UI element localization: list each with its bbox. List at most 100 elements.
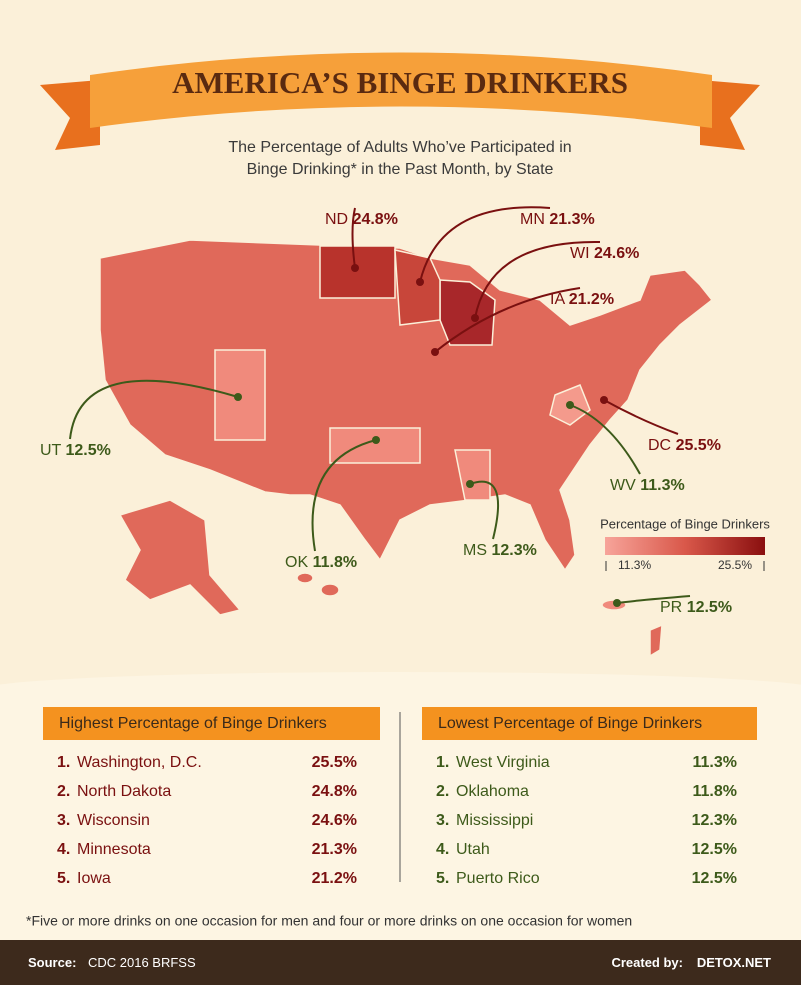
callout-label: WI 24.6%: [570, 245, 639, 262]
value: 21.2%: [569, 291, 614, 308]
state: UT: [40, 442, 62, 459]
contiguous-us: [99, 239, 714, 572]
value: 12.3%: [491, 542, 536, 559]
value: 24.6%: [311, 812, 357, 829]
alaska: [118, 499, 242, 616]
rank: 2.: [436, 783, 450, 800]
name: Wisconsin: [77, 812, 150, 829]
callout-line: [419, 206, 551, 283]
map: [99, 239, 714, 658]
title: AMERICA’S BINGE DRINKERS: [172, 65, 628, 100]
legend-max: 25.5%: [718, 558, 752, 572]
rank: 3.: [436, 812, 450, 829]
callout-dot: [566, 401, 574, 409]
state: DC: [648, 437, 671, 454]
name: Mississippi: [456, 812, 534, 829]
rank: 5.: [436, 870, 450, 887]
callout-dot: [466, 480, 474, 488]
value: 12.5%: [66, 442, 111, 459]
value: 25.5%: [311, 754, 357, 771]
callout-line: [434, 287, 581, 353]
callout-dot: [471, 314, 479, 322]
legend-min: 11.3%: [618, 558, 651, 572]
callout-label: ND 24.8%: [325, 211, 398, 228]
state: WI: [570, 245, 590, 262]
callouts: ND 24.8% MN 21.3% WI 24.6% IA 21.2% UT 12.5%…: [40, 206, 732, 616]
rank: 1.: [436, 754, 450, 771]
rank: 4.: [436, 841, 450, 858]
credit-label: Created by:: [611, 955, 683, 970]
table-header: Highest Percentage of Binge Drinkers: [43, 707, 380, 740]
value: 11.3%: [692, 754, 737, 771]
value: 24.6%: [594, 245, 639, 262]
source: CDC 2016 BRFSS: [88, 955, 196, 970]
value: 21.2%: [311, 870, 357, 887]
name: West Virginia: [456, 754, 550, 771]
name: Iowa: [77, 870, 111, 887]
callout-label: IA 21.2%: [550, 291, 614, 308]
footer: Source: CDC 2016 BRFSS Created by: DETOX…: [0, 940, 801, 985]
source-label: Source:: [28, 955, 77, 970]
subtitle: Binge Drinking* in the Past Month, by St…: [247, 161, 554, 178]
callout-line: [311, 439, 377, 552]
rank: 3.: [57, 812, 71, 829]
state: MN: [520, 211, 545, 228]
callout-line: [569, 404, 641, 475]
state: MS: [463, 542, 487, 559]
name: Minnesota: [77, 841, 151, 858]
ribbon-tail: [700, 80, 760, 150]
credit: DETOX.NET: [696, 955, 771, 970]
table-header: Lowest Percentage of Binge Drinkers: [422, 707, 757, 740]
legend-title: Percentage of Binge Drinkers: [600, 516, 770, 531]
callout-label: DC 25.5%: [648, 437, 721, 454]
callout-line: [474, 240, 601, 319]
callout-dot: [613, 599, 621, 607]
callout-dot: [416, 278, 424, 286]
hawaii: [296, 572, 314, 584]
value: 21.3%: [311, 841, 357, 858]
value: 21.3%: [549, 211, 594, 228]
rank: 2.: [57, 783, 71, 800]
state: [454, 449, 491, 501]
callout-dot: [600, 396, 608, 404]
callout-label: MS 12.3%: [463, 542, 537, 559]
state: OK: [285, 554, 308, 571]
footnote: *Five or more drinks on one occasion for…: [26, 913, 632, 929]
callout-label: UT 12.5%: [40, 442, 111, 459]
rank: 1.: [57, 754, 71, 771]
name: Washington, D.C.: [77, 754, 202, 771]
value: 12.5%: [687, 599, 732, 616]
callout-dot: [234, 393, 242, 401]
value: 11.8%: [692, 783, 737, 800]
callout-label: PR 12.5%: [660, 599, 732, 616]
guam: [649, 623, 663, 658]
state: PR: [660, 599, 682, 616]
state: [394, 249, 441, 326]
callout-line: [69, 379, 239, 440]
callout-label: OK 11.8%: [285, 554, 357, 571]
callout-dot: [372, 436, 380, 444]
callout-dot: [351, 264, 359, 272]
state: IA: [550, 291, 565, 308]
callout-line: [603, 399, 679, 435]
value: 25.5%: [676, 437, 721, 454]
name: Utah: [456, 841, 490, 858]
ribbon-tail: [40, 80, 100, 150]
legend-gradient: [605, 537, 765, 555]
state: WV: [610, 477, 636, 494]
state: ND: [325, 211, 348, 228]
value: 12.3%: [691, 812, 737, 829]
value: 24.8%: [353, 211, 398, 228]
callout-line: [616, 595, 691, 604]
name: North Dakota: [77, 783, 172, 800]
value: 11.3%: [640, 477, 684, 494]
callout-label: WV 11.3%: [610, 477, 685, 494]
value: 24.8%: [311, 783, 357, 800]
callout-line: [351, 207, 356, 269]
rank: 4.: [57, 841, 71, 858]
subtitle: The Percentage of Adults Who’ve Particip…: [228, 139, 571, 156]
ribbon: [90, 52, 712, 128]
name: Oklahoma: [456, 783, 529, 800]
